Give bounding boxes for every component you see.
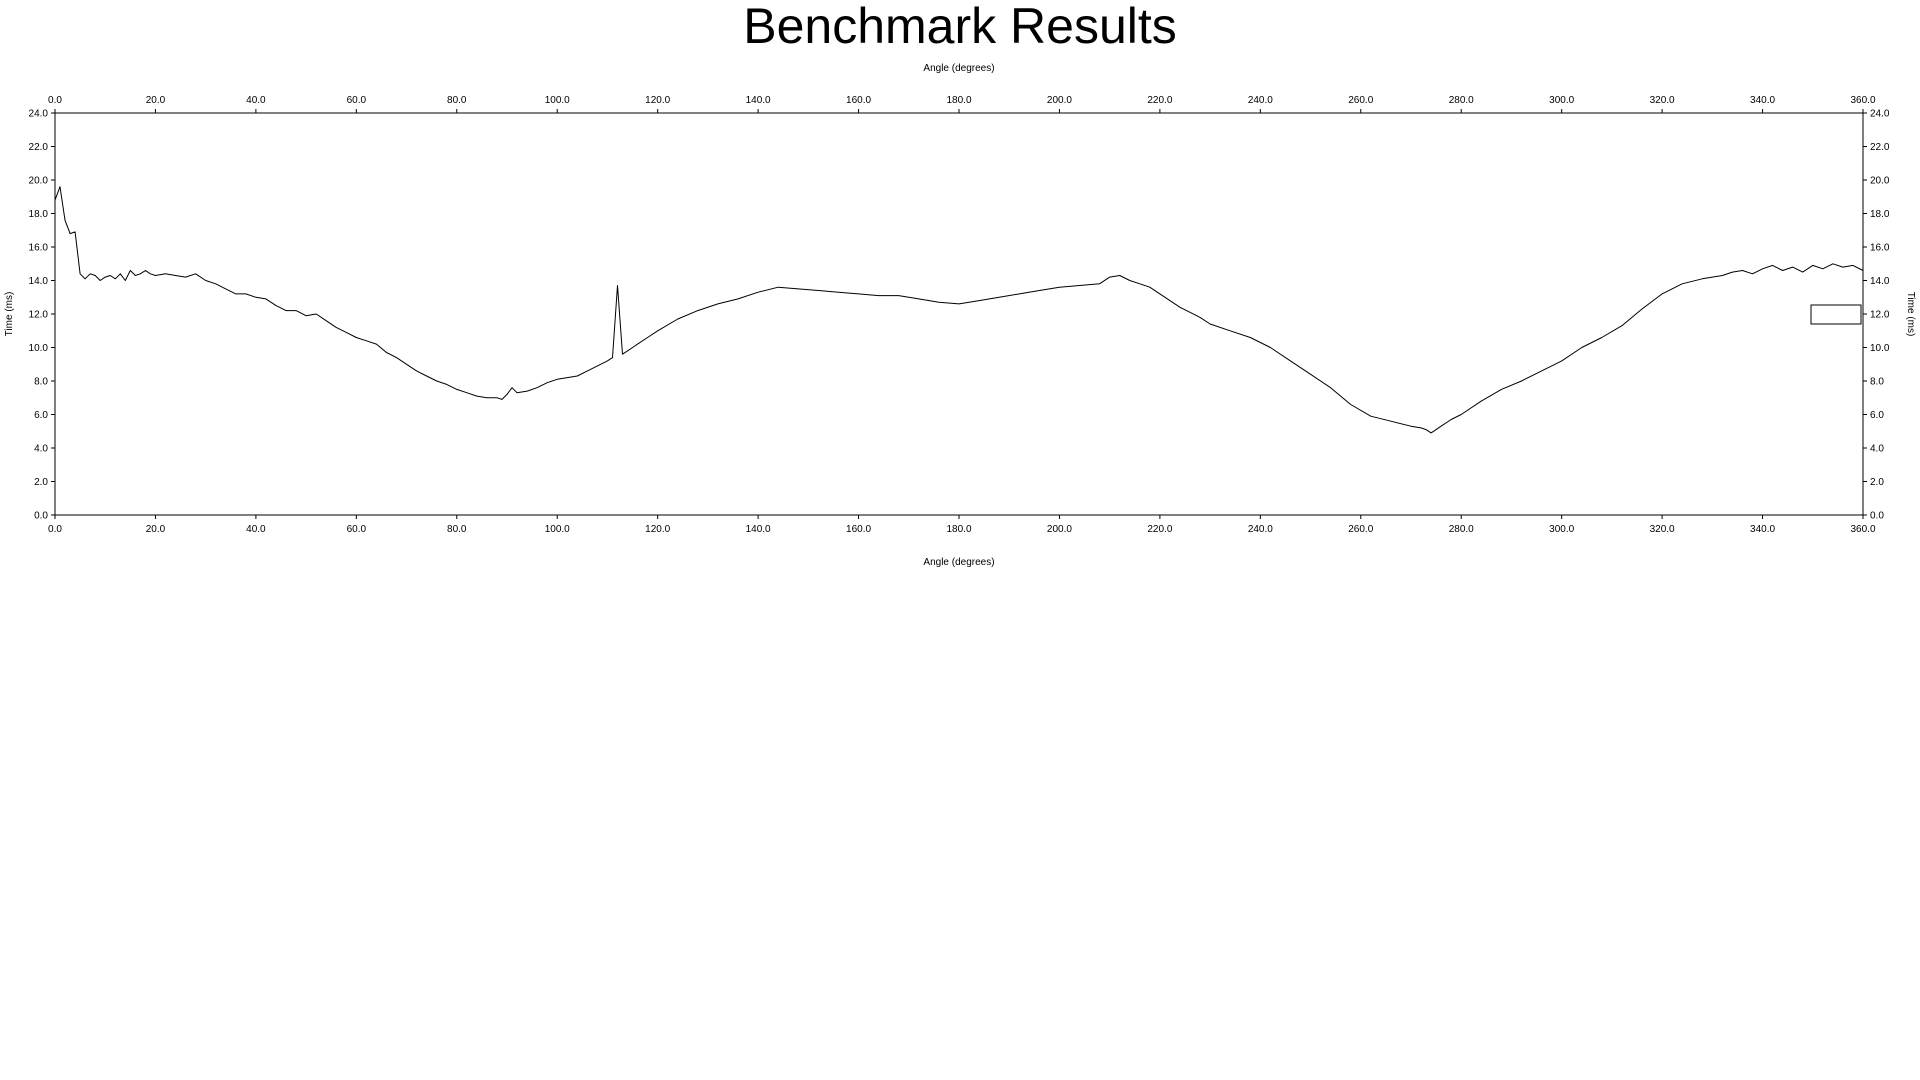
y-tick-label-left: 20.0 — [29, 176, 49, 187]
y-tick-label-left: 2.0 — [34, 477, 48, 488]
y-tick-label-left: 18.0 — [29, 209, 49, 220]
axes: 0.00.020.020.040.040.060.060.080.080.010… — [4, 63, 1916, 568]
x-tick-label-bottom: 180.0 — [946, 524, 971, 535]
y-tick-label-right: 14.0 — [1870, 276, 1890, 287]
y-tick-label-left: 16.0 — [29, 243, 49, 254]
legend — [1810, 304, 1862, 325]
y-tick-label-right: 10.0 — [1870, 343, 1890, 354]
x-tick-label-bottom: 100.0 — [545, 524, 570, 535]
x-tick-label-top: 240.0 — [1248, 95, 1273, 106]
y-tick-label-left: 12.0 — [29, 310, 49, 321]
x-tick-label-bottom: 200.0 — [1047, 524, 1072, 535]
y-tick-label-right: 20.0 — [1870, 176, 1890, 187]
x-tick-label-top: 320.0 — [1650, 95, 1675, 106]
x-tick-label-bottom: 0.0 — [48, 524, 62, 535]
legend-box — [1810, 304, 1862, 325]
x-tick-label-top: 160.0 — [846, 95, 871, 106]
y-tick-label-left: 8.0 — [34, 377, 48, 388]
x-axis-label-top: Angle (degrees) — [923, 63, 994, 74]
y-tick-label-left: 0.0 — [34, 511, 48, 522]
x-tick-label-top: 340.0 — [1750, 95, 1775, 106]
y-tick-label-right: 2.0 — [1870, 477, 1884, 488]
x-tick-label-bottom: 20.0 — [146, 524, 166, 535]
x-tick-label-bottom: 40.0 — [246, 524, 266, 535]
x-tick-label-top: 180.0 — [946, 95, 971, 106]
x-tick-label-bottom: 340.0 — [1750, 524, 1775, 535]
x-tick-label-top: 80.0 — [447, 95, 467, 106]
y-tick-label-right: 18.0 — [1870, 209, 1890, 220]
y-tick-label-right: 22.0 — [1870, 142, 1890, 153]
y-tick-label-right: 16.0 — [1870, 243, 1890, 254]
plot-frame — [54, 112, 1864, 516]
y-tick-label-right: 8.0 — [1870, 377, 1884, 388]
y-tick-label-left: 4.0 — [34, 444, 48, 455]
x-tick-label-bottom: 140.0 — [746, 524, 771, 535]
x-tick-label-bottom: 300.0 — [1549, 524, 1574, 535]
x-tick-label-bottom: 240.0 — [1248, 524, 1273, 535]
x-tick-label-top: 40.0 — [246, 95, 266, 106]
y-tick-label-left: 10.0 — [29, 343, 49, 354]
x-tick-label-bottom: 120.0 — [645, 524, 670, 535]
y-tick-label-right: 6.0 — [1870, 410, 1884, 421]
x-tick-label-top: 120.0 — [645, 95, 670, 106]
chart-title: Benchmark Results — [743, 0, 1177, 54]
x-tick-label-top: 200.0 — [1047, 95, 1072, 106]
x-tick-label-bottom: 260.0 — [1348, 524, 1373, 535]
x-tick-label-bottom: 360.0 — [1850, 524, 1875, 535]
x-tick-label-top: 220.0 — [1147, 95, 1172, 106]
x-tick-label-bottom: 320.0 — [1650, 524, 1675, 535]
x-tick-label-top: 100.0 — [545, 95, 570, 106]
y-tick-label-right: 12.0 — [1870, 310, 1890, 321]
y-tick-label-left: 6.0 — [34, 410, 48, 421]
x-tick-label-top: 280.0 — [1449, 95, 1474, 106]
x-tick-label-top: 360.0 — [1850, 95, 1875, 106]
x-tick-label-bottom: 160.0 — [846, 524, 871, 535]
x-tick-label-bottom: 220.0 — [1147, 524, 1172, 535]
x-tick-label-top: 60.0 — [347, 95, 367, 106]
x-tick-label-top: 300.0 — [1549, 95, 1574, 106]
x-axis-label-bottom: Angle (degrees) — [923, 557, 994, 568]
y-axis-label-right: Time (ms) — [1905, 292, 1916, 337]
y-tick-label-left: 14.0 — [29, 276, 49, 287]
y-tick-label-right: 4.0 — [1870, 444, 1884, 455]
series-line-1 — [54, 186, 1864, 434]
x-tick-label-bottom: 280.0 — [1449, 524, 1474, 535]
x-tick-label-top: 140.0 — [746, 95, 771, 106]
series-layer — [54, 186, 1864, 434]
x-tick-label-top: 260.0 — [1348, 95, 1373, 106]
y-tick-label-right: 0.0 — [1870, 511, 1884, 522]
y-tick-label-left: 22.0 — [29, 142, 49, 153]
y-axis-label-left: Time (ms) — [4, 292, 15, 337]
x-tick-label-bottom: 60.0 — [347, 524, 367, 535]
x-tick-label-bottom: 80.0 — [447, 524, 467, 535]
y-tick-label-right: 24.0 — [1870, 109, 1890, 120]
x-tick-label-top: 0.0 — [48, 95, 62, 106]
y-tick-label-left: 24.0 — [29, 109, 49, 120]
x-tick-label-top: 20.0 — [146, 95, 166, 106]
